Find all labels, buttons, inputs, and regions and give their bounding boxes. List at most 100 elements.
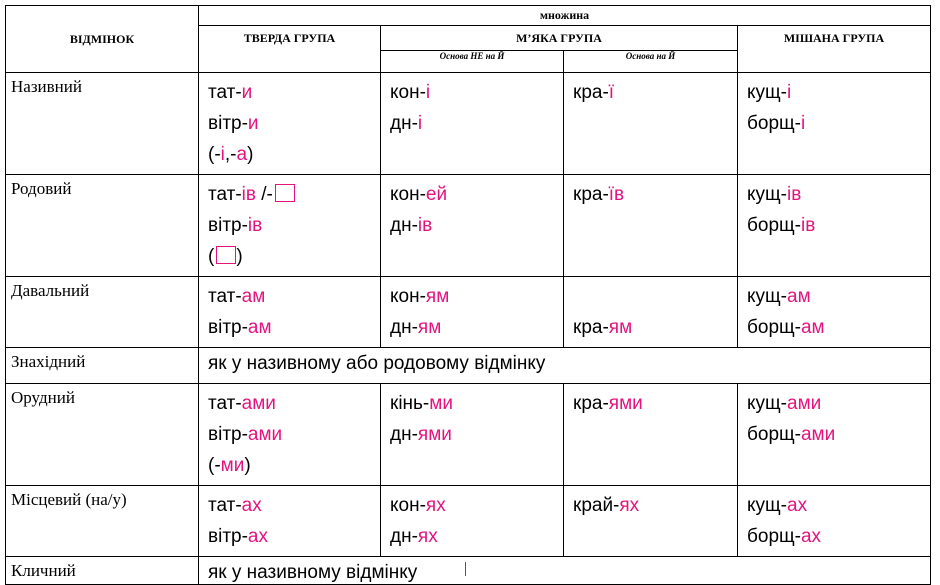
table-row: Кличний як у називному відмінку	[5, 556, 932, 585]
case-name: Давальний	[5, 276, 199, 348]
ending: ах	[787, 495, 808, 516]
stem: вітр-	[208, 317, 248, 338]
ending: ів	[800, 215, 816, 236]
stem: /-	[256, 184, 273, 205]
stem: край-	[573, 495, 620, 516]
stem: кра-	[573, 317, 609, 338]
word-line: вітр-ам	[208, 316, 380, 347]
ending: ах	[241, 495, 262, 516]
case-name: Називний	[5, 72, 199, 175]
ending: и	[241, 82, 253, 103]
stem: борщ-	[747, 215, 801, 236]
stem: кра-	[573, 184, 609, 205]
ending: ей	[425, 184, 448, 205]
form-cell: кон-ях дн-ях	[380, 485, 564, 557]
ending: і	[220, 144, 225, 165]
ending: їв	[608, 184, 625, 205]
ending: ям	[417, 317, 442, 338]
stem: кущ-	[747, 393, 787, 414]
stem: борщ-	[747, 113, 801, 134]
ending: ів	[247, 215, 263, 236]
ending: ї	[608, 82, 615, 103]
word-line: борщ-ами	[747, 423, 930, 454]
word-line: тат-ах	[208, 494, 380, 525]
word-line: (-ми)	[208, 454, 380, 485]
stem: (	[208, 246, 215, 267]
form-cell: кра-ям	[563, 276, 738, 348]
ending: ями	[417, 424, 452, 445]
ending: ам	[787, 286, 811, 307]
header-soft: М’ЯКА ГРУПА	[380, 25, 738, 51]
stem: кінь-	[390, 393, 430, 414]
ending: і	[425, 82, 431, 103]
form-cell: кон-ей дн-ів	[380, 174, 564, 277]
header-case: ВІДМІНОК	[5, 5, 199, 73]
stem: дн-	[390, 113, 418, 134]
word-line: кущ-ам	[747, 285, 930, 316]
form-cell: кущ-ах борщ-ах	[736, 485, 932, 557]
declension-table: ВІДМІНОК множина ТВЕРДА ГРУПА М’ЯКА ГРУПА М…	[5, 5, 932, 585]
word-line: борщ-ів	[747, 214, 930, 245]
word-line: кон-ях	[390, 494, 563, 525]
case-name: Знахідний	[5, 347, 199, 384]
ending: а	[236, 144, 248, 165]
form-cell: кінь-ми дн-ями	[380, 383, 564, 486]
stem: кра-	[573, 393, 609, 414]
stem: кон-	[390, 82, 426, 103]
table-row: Знахідний як у називному або родовому від…	[5, 347, 932, 384]
stem: кон-	[390, 495, 426, 516]
stem: кущ-	[747, 184, 787, 205]
ending: ми	[220, 455, 245, 476]
ending: і	[800, 113, 806, 134]
word-line: (-і,-а)	[208, 143, 380, 174]
word-line: кон-ям	[390, 285, 563, 316]
header-plural: множина	[197, 5, 932, 26]
stem: дн-	[390, 424, 418, 445]
stem: кон-	[390, 184, 426, 205]
ending: і	[417, 113, 423, 134]
stem: борщ-	[747, 526, 801, 547]
word-line: кон-ей	[390, 183, 563, 214]
ending: ами	[247, 424, 283, 445]
word-line: кра-ями	[573, 392, 737, 423]
ending: ам	[800, 317, 825, 338]
word-line: кра-їв	[573, 183, 737, 214]
table-row: Родовий тат-ів /- вітр-ів () кон-ей дн-ів…	[5, 174, 932, 277]
form-cell: край-ях	[563, 485, 738, 557]
stem: ,-	[224, 144, 237, 165]
stem: борщ-	[747, 317, 801, 338]
ending: ям	[608, 317, 633, 338]
form-cell: кущ-ами борщ-ами	[736, 383, 932, 486]
form-cell: тат-ах вітр-ах	[198, 485, 381, 557]
header-mixed: МІШАНА ГРУПА	[736, 25, 932, 73]
word-line: ()	[208, 245, 380, 276]
word-line: тат-ів /-	[208, 183, 380, 214]
note: як у називному відмінку	[197, 556, 932, 585]
stem: тат-	[208, 495, 242, 516]
header-soft-b: Основа на Й	[563, 50, 738, 73]
form-cell: кущ-ів борщ-ів	[736, 174, 932, 277]
header-soft-a: Основа НЕ на Й	[380, 50, 564, 73]
stem: (-	[208, 455, 221, 476]
stem: тат-	[208, 82, 242, 103]
case-name: Орудний	[5, 383, 199, 486]
word-line: борщ-ам	[747, 316, 930, 347]
stem: вітр-	[208, 526, 248, 547]
word-line: тат-и	[208, 81, 380, 112]
header-hard: ТВЕРДА ГРУПА	[198, 25, 381, 73]
stem: кон-	[390, 286, 426, 307]
ending: ях	[417, 526, 438, 547]
stem: вітр-	[208, 215, 248, 236]
word-line: кра-ї	[573, 81, 737, 112]
word-line: кра-ям	[573, 316, 737, 347]
ending: ами	[800, 424, 836, 445]
word-line: край-ях	[573, 494, 737, 525]
blank-box	[274, 184, 295, 202]
table-row: Місцевий (на/у) тат-ах вітр-ах кон-ях дн-ях к…	[5, 485, 932, 557]
word-line: тат-ами	[208, 392, 380, 423]
stem: дн-	[390, 317, 418, 338]
case-name: Кличний	[5, 556, 199, 585]
stem: вітр-	[208, 113, 248, 134]
stem: кущ-	[747, 286, 787, 307]
